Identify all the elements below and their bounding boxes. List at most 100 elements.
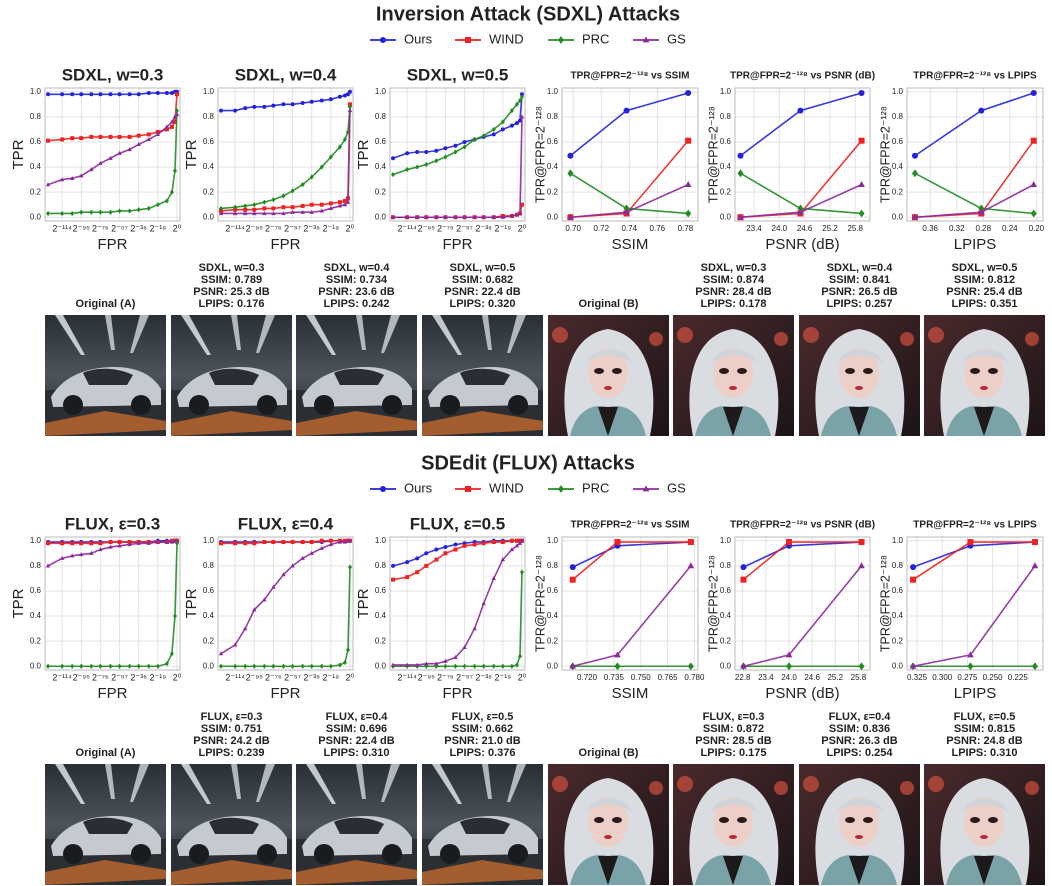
marker xyxy=(309,174,314,180)
marker xyxy=(737,213,744,220)
marker xyxy=(443,146,448,151)
y-tick-label: 1.0 xyxy=(375,87,387,96)
legend-label: GS xyxy=(667,480,686,495)
marker xyxy=(415,556,420,561)
y-tick-label: 0.2 xyxy=(892,636,904,645)
marker xyxy=(453,655,458,660)
marker xyxy=(155,129,160,134)
marker xyxy=(70,210,75,217)
marker xyxy=(434,158,439,164)
marker xyxy=(453,547,458,552)
marker xyxy=(79,136,84,141)
marker xyxy=(328,663,333,669)
x-tick-label: 0.20 xyxy=(1029,224,1045,233)
marker xyxy=(434,148,439,153)
marker xyxy=(319,538,324,543)
chart-title: TPR@FPR=2⁻¹²⁸ vs SSIM xyxy=(571,520,690,531)
marker xyxy=(252,663,257,669)
marker xyxy=(169,189,174,195)
marker xyxy=(380,486,386,492)
y-tick-label: 0.4 xyxy=(203,611,215,620)
x-tick-label: 24.6 xyxy=(797,224,813,233)
y-tick-label: 0.8 xyxy=(892,112,904,121)
x-axis-label: LPIPS xyxy=(954,685,997,702)
x-tick-label: 22.8 xyxy=(735,673,751,682)
marker xyxy=(514,662,519,668)
x-tick-label: 2⁻⁹⁵ xyxy=(246,672,264,682)
series-line xyxy=(221,567,351,668)
image-caption: SSIM: 0.734 xyxy=(326,274,388,286)
x-tick-label: 2⁻⁵⁷ xyxy=(111,672,128,682)
x-tick-label: 25.2 xyxy=(822,224,838,233)
y-tick-label: 0.0 xyxy=(547,212,559,221)
marker xyxy=(472,542,477,547)
marker xyxy=(345,199,351,204)
marker xyxy=(45,182,51,187)
photo xyxy=(799,315,920,436)
marker xyxy=(309,209,314,214)
x-tick-label: 2⁻¹¹⁴ xyxy=(397,223,417,233)
marker xyxy=(785,651,793,658)
marker xyxy=(509,538,514,543)
image-caption: PSNR: 25.4 dB xyxy=(946,286,1022,298)
chart-title: SDXL, w=0.4 xyxy=(235,65,337,84)
marker xyxy=(127,663,132,669)
marker xyxy=(391,156,396,161)
marker xyxy=(390,214,396,219)
photo xyxy=(548,315,669,436)
plot-frame xyxy=(734,536,871,671)
marker xyxy=(290,540,295,545)
series-line xyxy=(48,543,178,668)
image-caption: PSNR: 22.4 dB xyxy=(444,286,520,298)
marker xyxy=(300,182,305,188)
plot-frame xyxy=(389,536,526,671)
marker xyxy=(169,124,174,129)
plot-frame xyxy=(906,87,1044,222)
x-tick-label: 0.225 xyxy=(1008,673,1029,682)
photo xyxy=(924,764,1045,885)
image-caption: SSIM: 0.812 xyxy=(954,274,1015,286)
marker xyxy=(300,203,305,208)
photo xyxy=(422,764,543,885)
chart-title: TPR@FPR=2⁻¹²⁸ vs PSNR (dB) xyxy=(730,520,875,531)
x-tick-label: 2⁻⁷⁶ xyxy=(265,223,282,233)
marker xyxy=(514,538,519,543)
chart-title: TPR@FPR=2⁻¹²⁸ vs LPIPS xyxy=(913,71,1037,82)
plot-area xyxy=(907,88,1043,221)
marker xyxy=(391,171,396,178)
x-tick-label: 0.250 xyxy=(983,673,1004,682)
marker xyxy=(79,663,84,669)
x-tick-label: 2⁻⁵⁷ xyxy=(284,672,301,682)
marker xyxy=(614,651,621,658)
marker xyxy=(319,98,324,103)
x-tick-label: 2⁻³⁸ xyxy=(475,223,492,233)
marker xyxy=(169,539,175,544)
marker xyxy=(337,94,342,99)
y-axis-label: TPR@FPR=2⁻¹²⁸ xyxy=(533,555,547,652)
legend-label: WIND xyxy=(489,31,524,46)
marker xyxy=(309,540,314,545)
x-tick-label: 0.325 xyxy=(907,673,928,682)
marker xyxy=(98,160,103,165)
plot-frame xyxy=(561,536,699,671)
y-axis-label: TPR xyxy=(355,139,372,169)
marker xyxy=(415,662,420,667)
marker xyxy=(558,485,564,493)
marker xyxy=(281,663,286,669)
y-tick-label: 0.6 xyxy=(203,586,215,595)
y-tick-label: 0.4 xyxy=(892,162,904,171)
y-tick-label: 0.4 xyxy=(203,162,215,171)
marker xyxy=(309,663,314,669)
marker xyxy=(60,663,65,669)
x-tick-label: 2⁻³⁸ xyxy=(130,672,147,682)
marker xyxy=(405,560,410,565)
y-tick-label: 0.0 xyxy=(720,212,732,221)
image-caption: Original (A) xyxy=(76,747,136,759)
marker xyxy=(434,214,439,219)
image-caption: PSNR: 26.5 dB xyxy=(821,286,897,298)
marker xyxy=(262,199,267,205)
marker xyxy=(169,91,174,96)
marker xyxy=(517,653,522,659)
plot-frame xyxy=(217,87,354,222)
y-tick-label: 0.6 xyxy=(892,586,904,595)
